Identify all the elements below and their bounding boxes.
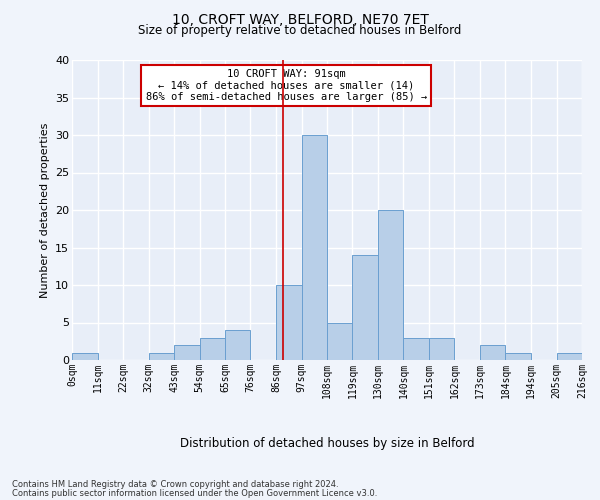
Bar <box>302 135 327 360</box>
Y-axis label: Number of detached properties: Number of detached properties <box>40 122 50 298</box>
Bar <box>276 285 302 360</box>
Bar <box>429 338 455 360</box>
Bar <box>352 255 378 360</box>
Bar <box>403 338 429 360</box>
Text: 10 CROFT WAY: 91sqm
← 14% of detached houses are smaller (14)
86% of semi-detach: 10 CROFT WAY: 91sqm ← 14% of detached ho… <box>146 69 427 102</box>
Text: Contains HM Land Registry data © Crown copyright and database right 2024.: Contains HM Land Registry data © Crown c… <box>12 480 338 489</box>
Bar <box>199 338 225 360</box>
Bar <box>557 352 582 360</box>
Bar <box>327 322 353 360</box>
Bar <box>505 352 531 360</box>
Bar <box>174 345 199 360</box>
Bar <box>225 330 251 360</box>
Text: Contains public sector information licensed under the Open Government Licence v3: Contains public sector information licen… <box>12 488 377 498</box>
Bar <box>480 345 505 360</box>
Bar <box>378 210 403 360</box>
Text: 10, CROFT WAY, BELFORD, NE70 7ET: 10, CROFT WAY, BELFORD, NE70 7ET <box>172 12 428 26</box>
Bar <box>72 352 97 360</box>
Text: Size of property relative to detached houses in Belford: Size of property relative to detached ho… <box>139 24 461 37</box>
X-axis label: Distribution of detached houses by size in Belford: Distribution of detached houses by size … <box>179 437 475 450</box>
Bar <box>149 352 174 360</box>
